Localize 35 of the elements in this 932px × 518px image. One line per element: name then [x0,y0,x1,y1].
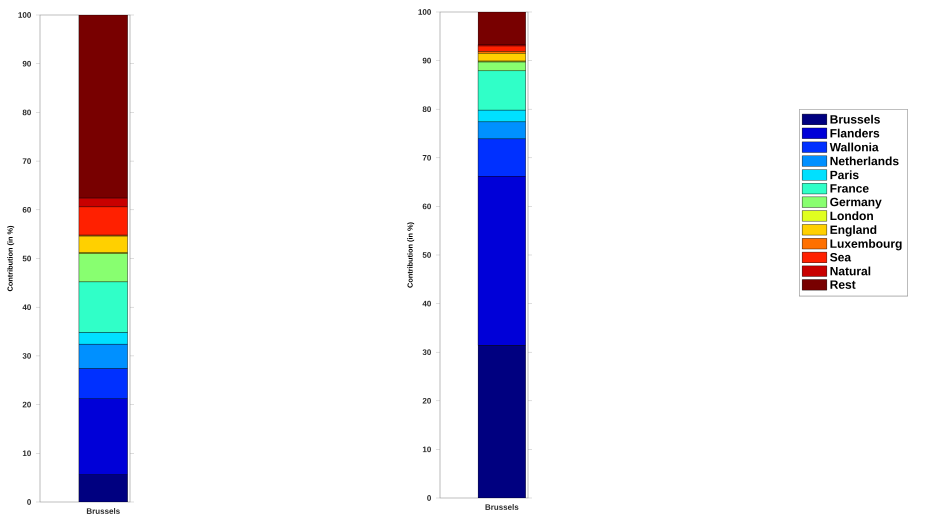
legend-label: Paris [830,170,859,180]
y-tick-label: 10 [22,450,31,456]
y-tick-label: 90 [422,58,431,64]
legend-label: Wallonia [830,142,879,152]
legend-label: Sea [830,252,852,262]
legend-label: Netherlands [830,156,899,166]
y-tick-label: 50 [422,252,431,258]
y-tick-label: 100 [18,12,31,18]
legend-label: Natural [830,266,870,276]
y-tick-label: 10 [422,446,431,452]
y-tick-label: 0 [427,495,431,501]
y-tick-label: 20 [422,398,431,404]
legend-label: England [830,225,876,236]
legend-label: London [830,211,873,220]
y-tick-label: 40 [422,300,431,306]
y-tick-label: 100 [418,9,431,15]
y-tick-label: 90 [22,60,31,67]
y-tick-label: 70 [22,158,31,164]
y-tick-label: 30 [22,353,31,359]
y-tick-label: 60 [422,204,431,210]
y-tick-label: 70 [422,154,431,161]
legend-label: Brussels [830,114,880,124]
y-tick-label: 80 [422,106,431,112]
legend-label: Luxembourg [830,239,902,250]
y-tick-label: 40 [22,304,31,310]
y-tick-label: 30 [422,349,431,356]
y-tick-label: 60 [22,206,31,213]
legend-label: Rest [830,280,856,289]
legend-label: Flanders [830,128,880,138]
y-tick-label: 80 [22,110,31,116]
y-tick-label: 50 [22,256,31,262]
y-tick-label: 20 [22,402,31,408]
y-tick-label: 0 [27,499,31,505]
legend-label: Germany [830,198,882,209]
legend-label: France [830,184,869,193]
